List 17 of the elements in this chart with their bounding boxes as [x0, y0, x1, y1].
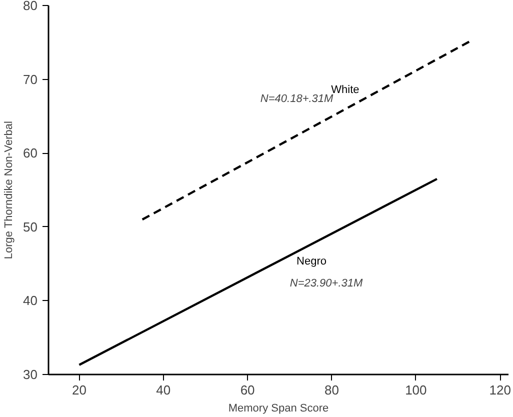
- y-tick-label: 70: [23, 72, 38, 87]
- x-tick-label: 20: [72, 382, 86, 398]
- x-tick-label: 80: [324, 382, 339, 398]
- y-tick-label: 30: [23, 367, 38, 382]
- x-tick-label: 60: [240, 382, 255, 398]
- annotation: N=23.90+.31M: [290, 278, 364, 290]
- x-tick-label: 40: [156, 382, 171, 398]
- x-tick-label: 120: [489, 382, 511, 398]
- y-tick-label: 50: [23, 219, 38, 234]
- annotation: N=40.18+.31M: [260, 93, 334, 106]
- series-label: Negro: [296, 255, 327, 268]
- y-tick-label: 40: [23, 293, 38, 308]
- x-axis-title: Memory Span Score: [228, 402, 329, 414]
- y-tick-label: 80: [23, 0, 38, 13]
- y-axis-title: Lorge Thorndike Non-Verbal: [3, 121, 16, 260]
- x-tick-label: 100: [405, 382, 427, 398]
- y-tick-label: 60: [23, 146, 38, 161]
